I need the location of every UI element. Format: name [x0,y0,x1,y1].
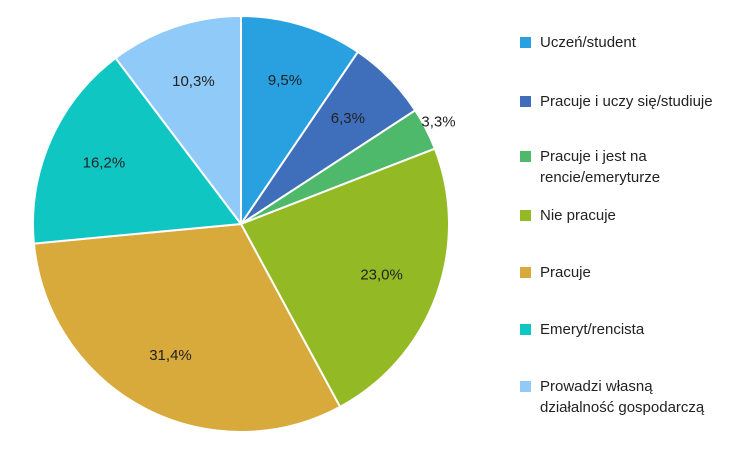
pie-slice [240,14,360,228]
legend-label-line: działalność gospodarczą [540,399,705,416]
slice-value-label: 16,2% [83,155,126,172]
slice-value-label: 10,3% [172,73,215,90]
slice-value-label: 31,4% [149,347,192,364]
legend-label: Emeryt/rencista [540,319,644,340]
pie-slice [114,14,242,227]
legend-label: Pracuje [540,262,591,283]
legend-item: Pracuje [520,262,591,283]
slice-value-label: 6,3% [331,110,365,127]
legend-label: Uczeń/student [540,32,636,53]
legend-swatch [520,324,531,335]
legend-item: Uczeń/student [520,32,636,53]
pie-slice [32,222,342,433]
legend-label-line: rencie/emeryturze [540,169,661,186]
legend-item: Prowadzi własną działalność gospodarczą [520,376,704,418]
legend-item: Emeryt/rencista [520,319,644,340]
legend-item: Nie pracuje [520,205,616,226]
legend-label: Nie pracuje [540,205,616,226]
legend-label-line: Emeryt/rencista [540,321,645,338]
legend-label-line: Uczeń/student [540,34,636,51]
legend-swatch [520,267,531,278]
legend-item: Pracuje i jest na rencie/emeryturze [520,146,660,188]
legend-label-line: Pracuje i jest na [540,148,647,165]
legend-label-line: Prowadzi własną [540,378,653,395]
slice-value-label: 23,0% [360,267,403,284]
pie-slice [32,56,243,245]
legend-swatch [520,37,531,48]
legend-label-line: Pracuje [540,264,591,281]
legend-swatch [520,96,531,107]
legend-swatch [520,381,531,392]
pie-slice [239,147,450,409]
slice-value-label: 9,5% [268,72,302,89]
legend-label-line: Pracuje i uczy się/studiuje [540,93,713,110]
legend-swatch [520,151,531,162]
legend-swatch [520,210,531,221]
legend-label: Pracuje i jest na rencie/emeryturze [540,146,660,188]
legend-label: Pracuje i uczy się/studiuje [540,91,713,112]
pie-chart: 9,5% 6,3% 3,3% 23,0% 31,4% 16,2% 10,3% [32,14,456,433]
legend-label: Prowadzi własną działalność gospodarczą [540,376,704,418]
legend-label-line: Nie pracuje [540,207,616,224]
chart-legend: Uczeń/student Pracuje i uczy się/studiuje… [520,0,745,450]
slice-value-label: 3,3% [421,114,455,131]
legend-item: Pracuje i uczy się/studiuje [520,91,713,112]
